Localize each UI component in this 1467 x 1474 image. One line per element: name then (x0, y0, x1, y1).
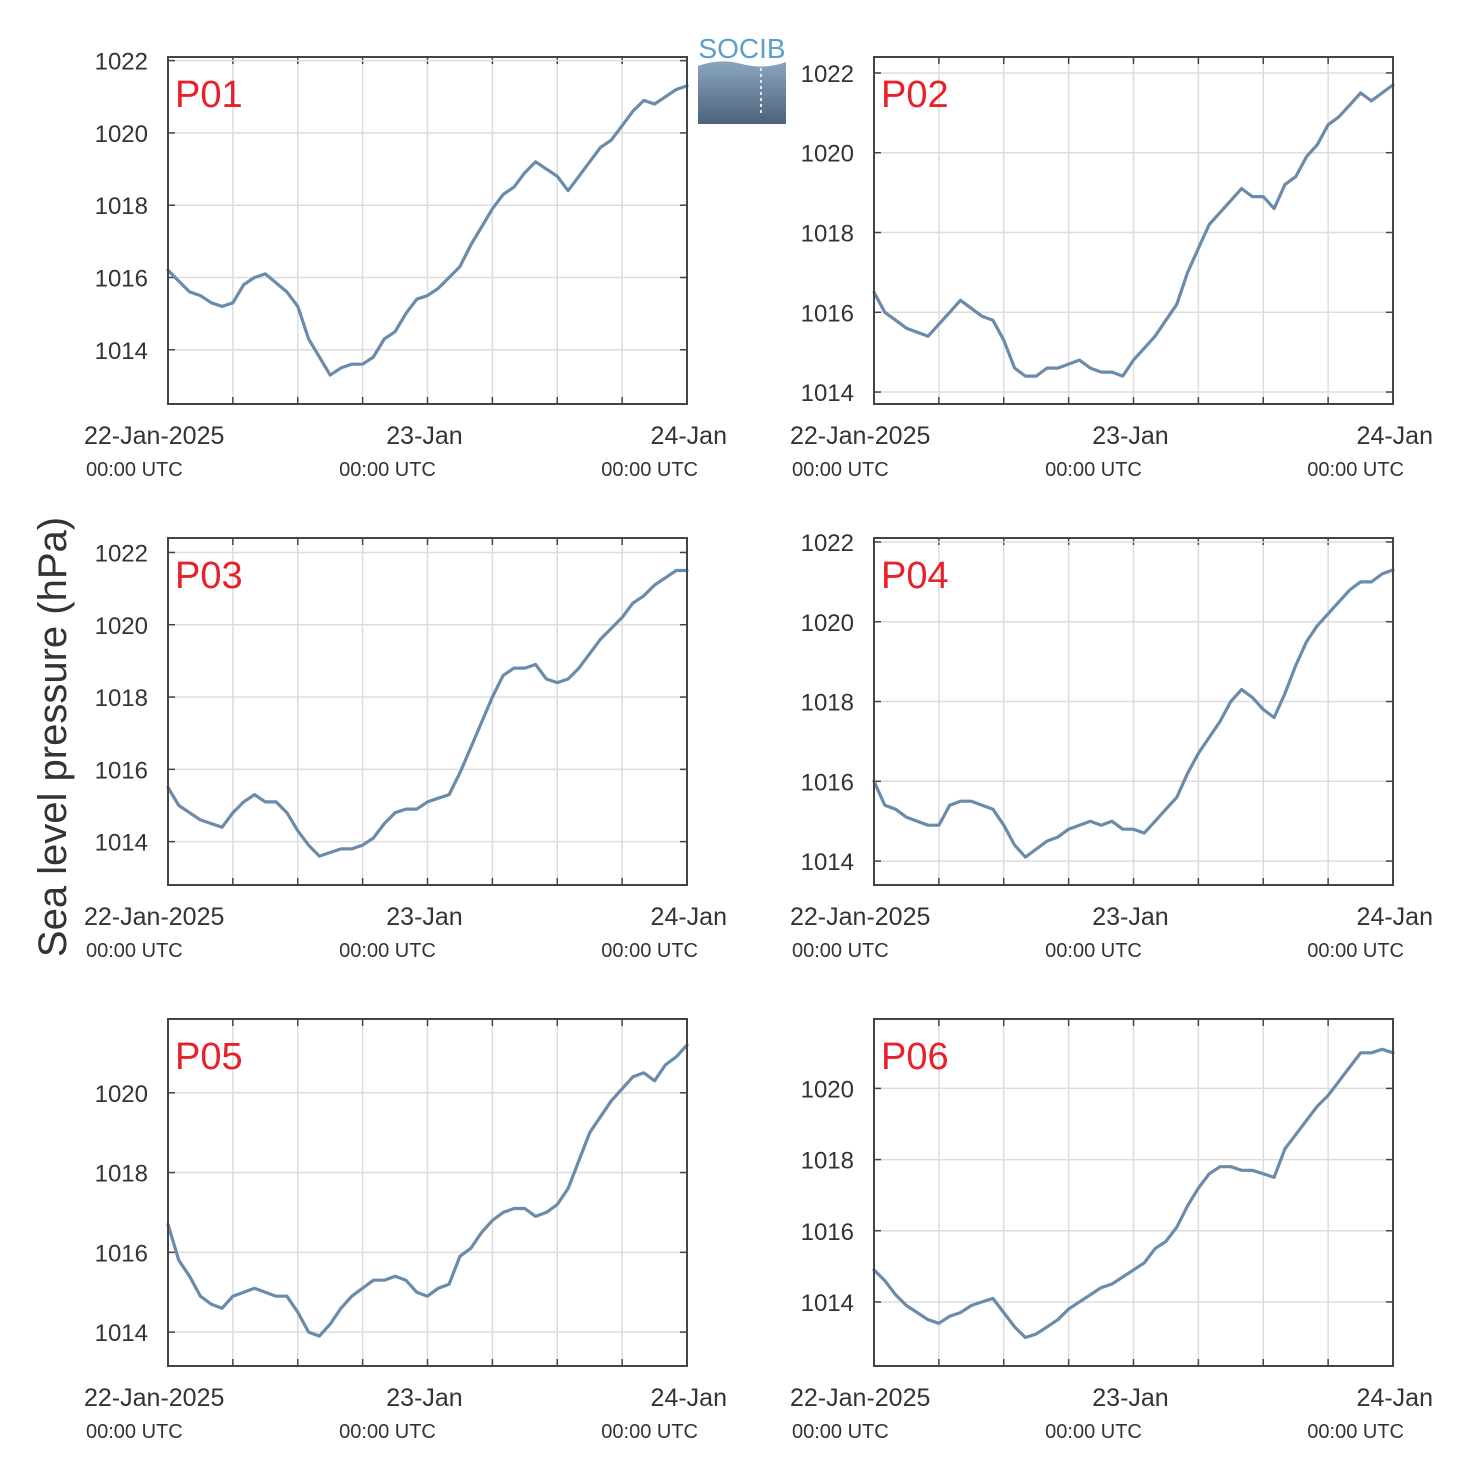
panel-p05: 1014 1016 1018 1020 22-Jan-2025 00:00 UTC 23-J… (84, 1018, 727, 1443)
y-tick-label: 1016 (95, 1240, 148, 1267)
pressure-series-line (166, 568, 689, 858)
x-tick-sublabel: 00:00 UTC (1307, 1421, 1404, 1443)
y-tick-label: 1014 (801, 1290, 854, 1317)
x-tick-sublabel: 00:00 UTC (601, 459, 698, 481)
x-tick-label: 22-Jan-2025 (84, 903, 224, 931)
y-tick-label: 1020 (801, 141, 854, 168)
panel-p06: 1014 1016 1018 1020 22-Jan-2025 00:00 UTC 23-J… (790, 1018, 1433, 1443)
x-tick-sublabel: 00:00 UTC (1045, 1421, 1142, 1443)
x-tick-sublabel: 00:00 UTC (86, 459, 183, 481)
x-tick-sublabel: 00:00 UTC (1045, 940, 1142, 962)
y-tick-label: 1014 (801, 849, 854, 876)
x-tick-sublabel: 00:00 UTC (792, 940, 889, 962)
axes-frame (167, 1018, 688, 1367)
logo-wave (698, 61, 786, 124)
panel-label: P05 (175, 1036, 243, 1078)
logo-text: SOCIB (698, 33, 785, 64)
y-tick-label: 1014 (801, 380, 854, 407)
x-tick-label: 24-Jan (1357, 903, 1433, 931)
x-tick-sublabel: 00:00 UTC (792, 1421, 889, 1443)
panels: 1014 1016 1018 1020 1022 22-Jan-2025 00:00 UTC… (84, 49, 1433, 1443)
panel-label: P03 (175, 555, 243, 597)
panel-p01: 1014 1016 1018 1020 1022 22-Jan-2025 00:00 UTC… (84, 49, 727, 481)
pressure-series-line (166, 1043, 689, 1338)
pressure-series-line (872, 568, 1395, 859)
y-tick-label: 1016 (95, 757, 148, 784)
x-tick-label: 23-Jan (386, 422, 462, 450)
pressure-series-line (872, 83, 1395, 378)
x-tick-sublabel: 00:00 UTC (1307, 459, 1404, 481)
x-tick-sublabel: 00:00 UTC (86, 940, 183, 962)
y-tick-label: 1016 (801, 300, 854, 327)
pressure-series-line (872, 1047, 1395, 1340)
panel-label: P02 (881, 74, 949, 116)
y-tick-label: 1018 (95, 193, 148, 220)
y-tick-label: 1020 (95, 1081, 148, 1108)
y-tick-label: 1014 (95, 1320, 148, 1347)
y-tick-label: 1020 (801, 1076, 854, 1103)
x-tick-label: 24-Jan (1357, 1384, 1433, 1412)
axes-frame (167, 537, 688, 886)
x-tick-label: 24-Jan (651, 422, 727, 450)
x-tick-sublabel: 00:00 UTC (1045, 459, 1142, 481)
y-tick-label: 1022 (801, 530, 854, 557)
y-tick-label: 1018 (801, 1148, 854, 1175)
y-tick-label: 1018 (801, 220, 854, 247)
x-tick-label: 22-Jan-2025 (790, 422, 930, 450)
y-tick-label: 1014 (95, 830, 148, 857)
panel-p04: 1014 1016 1018 1020 1022 22-Jan-2025 00:00 UTC… (790, 530, 1433, 962)
x-tick-label: 23-Jan (386, 903, 462, 931)
y-tick-label: 1018 (801, 690, 854, 717)
y-tick-label: 1016 (801, 1219, 854, 1246)
x-tick-sublabel: 00:00 UTC (601, 940, 698, 962)
x-tick-label: 23-Jan (386, 1384, 462, 1412)
y-tick-label: 1014 (95, 338, 148, 365)
axes-frame (873, 537, 1394, 886)
x-tick-label: 22-Jan-2025 (790, 1384, 930, 1412)
x-tick-label: 22-Jan-2025 (84, 1384, 224, 1412)
y-tick-label: 1022 (95, 540, 148, 567)
y-tick-label: 1018 (95, 685, 148, 712)
axes-frame (873, 1018, 1394, 1367)
y-axis-label: Sea level pressure (hPa) (31, 517, 75, 957)
y-tick-label: 1020 (801, 610, 854, 637)
x-tick-sublabel: 00:00 UTC (86, 1421, 183, 1443)
y-tick-label: 1020 (95, 121, 148, 148)
x-tick-label: 24-Jan (651, 1384, 727, 1412)
x-tick-label: 23-Jan (1092, 903, 1168, 931)
y-tick-label: 1022 (801, 61, 854, 88)
y-tick-label: 1016 (801, 769, 854, 796)
x-tick-sublabel: 00:00 UTC (601, 1421, 698, 1443)
panel-label: P01 (175, 74, 243, 116)
axes-frame (873, 56, 1394, 405)
x-tick-sublabel: 00:00 UTC (339, 459, 436, 481)
y-tick-label: 1020 (95, 613, 148, 640)
x-tick-label: 23-Jan (1092, 422, 1168, 450)
x-tick-sublabel: 00:00 UTC (339, 1421, 436, 1443)
x-tick-sublabel: 00:00 UTC (339, 940, 436, 962)
socib-logo: SOCIB (698, 33, 786, 124)
axes-frame (167, 56, 688, 405)
panel-p03: 1014 1016 1018 1020 1022 22-Jan-2025 00:00 UTC… (84, 537, 727, 962)
x-tick-sublabel: 00:00 UTC (792, 459, 889, 481)
x-tick-label: 22-Jan-2025 (84, 422, 224, 450)
x-tick-sublabel: 00:00 UTC (1307, 940, 1404, 962)
x-tick-label: 24-Jan (1357, 422, 1433, 450)
pressure-series-line (166, 84, 689, 377)
x-tick-label: 22-Jan-2025 (790, 903, 930, 931)
x-tick-label: 23-Jan (1092, 1384, 1168, 1412)
panel-label: P04 (881, 555, 949, 597)
y-tick-label: 1018 (95, 1161, 148, 1188)
y-tick-label: 1022 (95, 49, 148, 76)
panel-label: P06 (881, 1036, 949, 1078)
panel-p02: 1014 1016 1018 1020 1022 22-Jan-2025 00:00 UTC… (790, 56, 1433, 481)
x-tick-label: 24-Jan (651, 903, 727, 931)
y-tick-label: 1016 (95, 265, 148, 292)
